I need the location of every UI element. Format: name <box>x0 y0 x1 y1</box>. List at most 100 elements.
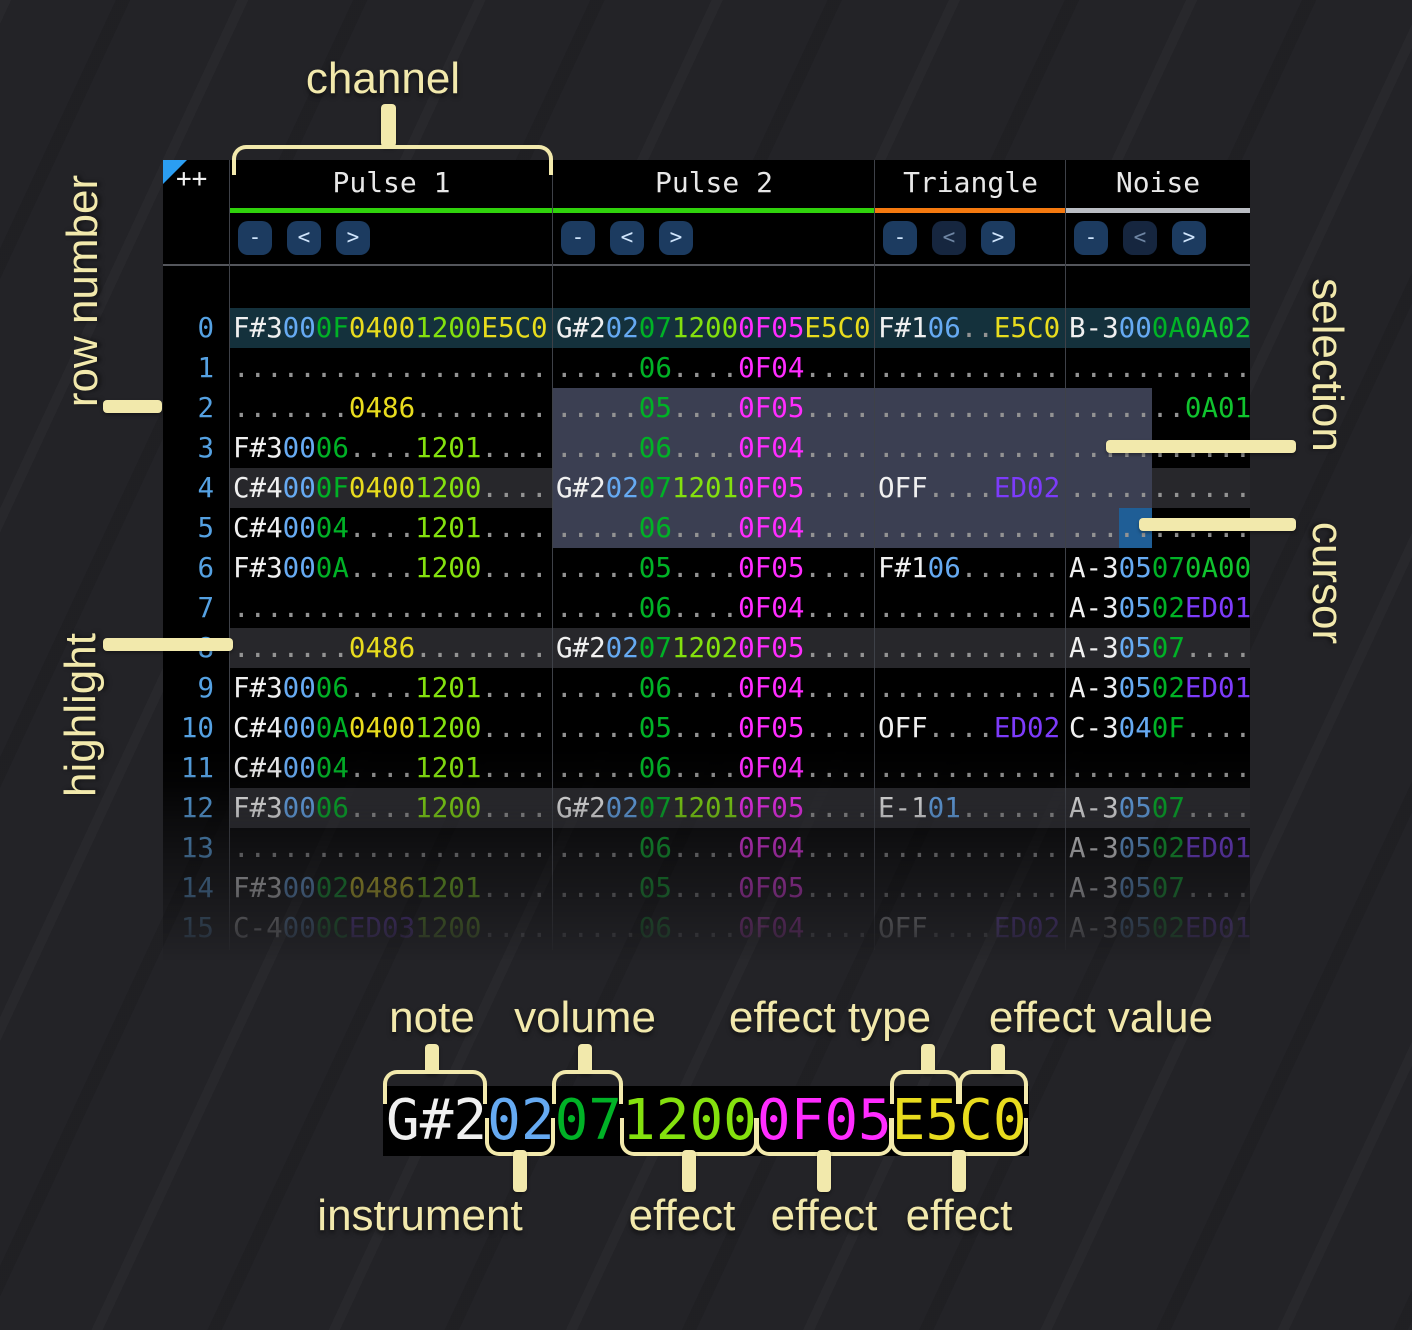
pattern-cell-r14-p2[interactable]: .....05....0F05.... <box>553 868 875 908</box>
pattern-cell-r15-p2[interactable]: .....06....0F04.... <box>553 908 875 948</box>
pattern-cell-r11-p1[interactable]: C#40004....1201.... <box>230 748 553 788</box>
pattern-cell-r11-p2[interactable]: .....06....0F04.... <box>553 748 875 788</box>
pattern-cell-r2-tri[interactable]: ........... <box>875 388 1066 428</box>
channel-move-left-button[interactable]: < <box>610 221 644 255</box>
channel-move-right-button[interactable]: > <box>336 221 370 255</box>
legend-label-effect-3: effect <box>905 1191 1013 1240</box>
pattern-cell-r7-tri[interactable]: ........... <box>875 588 1066 628</box>
channel-collapse-button[interactable]: - <box>238 221 272 255</box>
pattern-cell-r8-p1[interactable]: .......0486........ <box>230 628 553 668</box>
pattern-cell-r10-p2[interactable]: .....05....0F05.... <box>553 708 875 748</box>
pattern-cell-r15-p1[interactable]: C-4000CED031200.... <box>230 908 553 948</box>
pattern-cell-r13-p2[interactable]: .....06....0F04.... <box>553 828 875 868</box>
channel-move-right-button[interactable]: > <box>1172 221 1206 255</box>
pattern-cell-r3-tri[interactable]: ........... <box>875 428 1066 468</box>
empty-field: .... <box>671 432 739 464</box>
channel-move-right-button[interactable]: > <box>659 221 693 255</box>
pattern-cell-r5-tri[interactable]: ........... <box>875 508 1066 548</box>
pattern-cell-r14-p1[interactable]: F#3000204861201.... <box>230 868 553 908</box>
pattern-cell-r0-p2[interactable]: G#2020712000F05E5C0 <box>553 308 875 348</box>
pattern-cell-r2-p1[interactable]: .......0486........ <box>230 388 553 428</box>
pattern-cell-r12-noi[interactable]: A-30507.... <box>1066 788 1251 828</box>
empty-field: .... <box>671 752 739 784</box>
pattern-cell-r1-noi[interactable]: ........... <box>1066 348 1251 388</box>
effect-field: 1201 <box>415 872 482 904</box>
pattern-cell-r1-tri[interactable]: ........... <box>875 348 1066 388</box>
pattern-cell-r0-tri[interactable]: F#106..E5C0 <box>875 308 1066 348</box>
pattern-cell-r2-p2[interactable]: .....05....0F05.... <box>553 388 875 428</box>
empty-field: ... <box>878 592 928 624</box>
pattern-cell-r8-tri[interactable]: ........... <box>875 628 1066 668</box>
effect-field: 0F04 <box>738 592 805 624</box>
channel-move-left-button[interactable]: < <box>287 221 321 255</box>
pattern-cell-r12-p2[interactable]: G#2020712010F05.... <box>553 788 875 828</box>
pattern-corner-cell[interactable]: ++ <box>163 160 230 213</box>
effect-field: 1200 <box>415 792 482 824</box>
effect-field: 1201 <box>415 512 482 544</box>
pattern-cell-r4-p1[interactable]: C#4000F04001200.... <box>230 468 553 508</box>
pattern-cell-r14-noi[interactable]: A-30507.... <box>1066 868 1251 908</box>
pattern-cell-r13-noi[interactable]: A-30502ED01 <box>1066 828 1251 868</box>
pattern-cell-r7-p1[interactable]: ................... <box>230 588 553 628</box>
pattern-cell-r12-p1[interactable]: F#30006....1200.... <box>230 788 553 828</box>
pattern-cell-r10-p1[interactable]: C#4000A04001200.... <box>230 708 553 748</box>
pattern-cell-r7-noi[interactable]: A-30502ED01 <box>1066 588 1251 628</box>
pattern-cell-r6-p1[interactable]: F#3000A....1200.... <box>230 548 553 588</box>
channel-move-left-button[interactable]: < <box>932 221 966 255</box>
volume-field: 05 <box>638 712 672 744</box>
pattern-cell-r2-noi[interactable]: .......0A01 <box>1066 388 1251 428</box>
pattern-cell-r12-tri[interactable]: E-101...... <box>875 788 1066 828</box>
pattern-cell-r0-p1[interactable]: F#3000F04001200E5C0 <box>230 308 553 348</box>
pattern-cell-r8-noi[interactable]: A-30507.... <box>1066 628 1251 668</box>
pattern-cell-r10-tri[interactable]: OFF....ED02 <box>875 708 1066 748</box>
pattern-cell-r6-noi[interactable]: A-305070A00 <box>1066 548 1251 588</box>
empty-field: .... <box>415 592 482 624</box>
channel-collapse-button[interactable]: - <box>561 221 595 255</box>
pattern-cell-r9-p1[interactable]: F#30006....1201.... <box>230 668 553 708</box>
pattern-cell-r7-p2[interactable]: .....06....0F04.... <box>553 588 875 628</box>
pattern-cell-r4-noi[interactable]: ........... <box>1066 468 1251 508</box>
pattern-cell-r15-tri[interactable]: OFF....ED02 <box>875 908 1066 948</box>
empty-field: .... <box>348 752 416 784</box>
effect-field: 0F05 <box>738 712 805 744</box>
pattern-cell-r5-p2[interactable]: .....06....0F04.... <box>553 508 875 548</box>
pattern-cell-r13-tri[interactable]: ........... <box>875 828 1066 868</box>
pattern-cell-r0-noi[interactable]: B-3000A0A02 <box>1066 308 1251 348</box>
pattern-cell-r9-noi[interactable]: A-30502ED01 <box>1066 668 1251 708</box>
pattern-cell-r13-p1[interactable]: ................... <box>230 828 553 868</box>
pattern-cell-r1-p1[interactable]: ................... <box>230 348 553 388</box>
channel-move-left-button[interactable]: < <box>1123 221 1157 255</box>
pattern-cell-r10-noi[interactable]: C-3040F.... <box>1066 708 1251 748</box>
pattern-cell-r9-tri[interactable]: ........... <box>875 668 1066 708</box>
pattern-cell-r4-p2[interactable]: G#2020712010F05.... <box>553 468 875 508</box>
pattern-cell-r3-p2[interactable]: .....06....0F04.... <box>553 428 875 468</box>
empty-field: .... <box>348 672 416 704</box>
empty-field: .... <box>481 352 548 384</box>
pattern-cell-r3-p1[interactable]: F#30006....1201.... <box>230 428 553 468</box>
pattern-cell-r14-tri[interactable]: ........... <box>875 868 1066 908</box>
empty-field: .... <box>804 712 871 744</box>
pattern-cell-r11-tri[interactable]: ........... <box>875 748 1066 788</box>
pattern-cell-r8-p2[interactable]: G#2020712020F05.... <box>553 628 875 668</box>
pattern-cell-r9-p2[interactable]: .....06....0F04.... <box>553 668 875 708</box>
channel-move-right-button[interactable]: > <box>981 221 1015 255</box>
note-field: F#3 <box>233 672 283 704</box>
empty-field: .. <box>960 792 994 824</box>
pattern-cell-r5-p1[interactable]: C#40004....1201.... <box>230 508 553 548</box>
pattern-cell-r15-noi[interactable]: A-30502ED01 <box>1066 908 1251 948</box>
empty-field: .... <box>671 552 739 584</box>
pattern-row: 0 F#3000F04001200E5C0 G#2020712000F05E5C0 F… <box>163 308 1251 348</box>
pattern-cell-r4-tri[interactable]: OFF....ED02 <box>875 468 1066 508</box>
channel-collapse-button[interactable]: - <box>883 221 917 255</box>
pattern-cell-r1-p2[interactable]: .....06....0F04.... <box>553 348 875 388</box>
channel-buttons: - < > <box>875 213 1066 264</box>
channel-header-pulse-2[interactable]: Pulse 2 <box>553 160 875 213</box>
channel-header-triangle[interactable]: Triangle <box>875 160 1066 213</box>
pattern-cell-r6-p2[interactable]: .....05....0F05.... <box>553 548 875 588</box>
pattern-cell-r6-tri[interactable]: F#106...... <box>875 548 1066 588</box>
channel-header-noise[interactable]: Noise <box>1066 160 1250 213</box>
effect-type-bracket <box>890 1070 960 1104</box>
channel-collapse-button[interactable]: - <box>1074 221 1108 255</box>
channel-header-pulse-1[interactable]: Pulse 1 <box>230 160 553 213</box>
pattern-cell-r11-noi[interactable]: ........... <box>1066 748 1251 788</box>
